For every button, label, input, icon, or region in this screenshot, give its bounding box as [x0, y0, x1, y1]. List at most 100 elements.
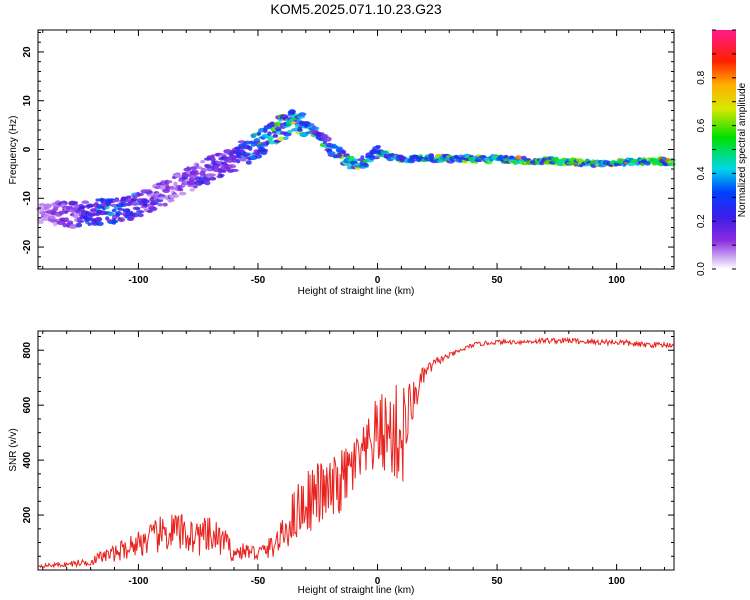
- spectral-amplitude-cell: [346, 163, 352, 167]
- x-tick-label: -50: [251, 275, 266, 286]
- spectral-amplitude-cell: [209, 157, 216, 161]
- spectral-amplitude-cell: [63, 210, 68, 214]
- spectral-amplitude-cell: [177, 184, 182, 189]
- spectral-amplitude-cell: [298, 112, 307, 117]
- spectral-amplitude-cell: [150, 200, 157, 206]
- spectral-amplitude-cell: [137, 210, 145, 214]
- spectral-amplitude-cell: [327, 151, 336, 155]
- colorbar-label: Normalized spectral amplitude: [737, 82, 748, 217]
- spectral-amplitude-cell: [69, 224, 78, 229]
- spectral-amplitude-cell: [221, 169, 227, 173]
- y-tick-label: 200: [22, 506, 33, 523]
- spectrogram-ylabel: Frequency (Hz): [8, 116, 19, 185]
- spectral-amplitude-cell: [126, 195, 132, 199]
- spectral-amplitude-cell: [323, 136, 332, 142]
- spectral-amplitude-cell: [375, 145, 381, 149]
- spectral-amplitude-cell: [218, 173, 225, 177]
- spectral-amplitude-cell: [273, 121, 282, 127]
- spectral-amplitude-cell: [162, 188, 171, 193]
- snr-xlabel: Height of straight line (km): [298, 585, 415, 596]
- y-tick-label: 600: [22, 396, 33, 413]
- x-tick-label: 0: [375, 576, 381, 587]
- y-tick-label: 10: [22, 95, 33, 107]
- spectral-amplitude-cell: [154, 185, 161, 190]
- spectral-amplitude-cell: [287, 129, 293, 134]
- spectral-amplitude-cell: [245, 160, 252, 165]
- spectrogram-heatmap: [36, 109, 676, 229]
- spectral-amplitude-cell: [66, 205, 74, 210]
- spectral-amplitude-cell: [53, 221, 58, 227]
- spectral-amplitude-cell: [146, 193, 156, 197]
- snr-panel: -100 -50 0 50 100 200 400 600 800 Height of stra…: [8, 330, 675, 596]
- spectral-amplitude-cell: [220, 161, 228, 166]
- spectral-amplitude-cell: [277, 136, 285, 142]
- spectral-amplitude-cell: [271, 131, 278, 134]
- spectral-amplitude-cell: [38, 203, 46, 206]
- spectral-amplitude-cell: [72, 201, 79, 205]
- spectral-amplitude-cell: [283, 136, 289, 140]
- spectral-amplitude-cell: [254, 153, 263, 159]
- spectral-amplitude-cell: [236, 155, 243, 159]
- snr-axes: -100 -50 0 50 100 200 400 600 800: [22, 331, 674, 587]
- spectral-amplitude-cell: [338, 151, 346, 155]
- spectral-amplitude-cell: [115, 211, 122, 216]
- spectral-amplitude-cell: [158, 196, 165, 200]
- spectral-amplitude-cell: [268, 140, 275, 145]
- spectral-amplitude-cell: [38, 220, 44, 225]
- spectral-amplitude-cell: [135, 207, 140, 211]
- spectral-amplitude-cell: [162, 202, 168, 207]
- snr-ylabel: SNR (v/v): [8, 428, 19, 471]
- spectral-amplitude-cell: [67, 220, 74, 225]
- spectral-amplitude-cell: [137, 213, 144, 218]
- spectral-amplitude-cell: [207, 173, 217, 177]
- spectral-amplitude-cell: [96, 221, 104, 227]
- spectral-amplitude-cell: [191, 171, 200, 176]
- spectral-amplitude-cell: [514, 155, 523, 160]
- spectrogram-xlabel: Height of straight line (km): [298, 286, 415, 297]
- spectral-amplitude-cell: [244, 140, 251, 145]
- spectral-amplitude-cell: [64, 217, 69, 221]
- colorbar-tick-label: 0.8: [696, 70, 707, 84]
- spectral-amplitude-cell: [77, 219, 85, 223]
- spectral-amplitude-cell: [231, 157, 238, 163]
- spectral-amplitude-cell: [305, 131, 312, 135]
- x-tick-label: -50: [251, 576, 266, 587]
- spectral-amplitude-cell: [316, 132, 322, 137]
- colorbar-tick-label: 0.6: [696, 118, 707, 132]
- spectral-amplitude-cell: [189, 166, 198, 170]
- x-tick-label: -100: [128, 576, 148, 587]
- spectral-amplitude-cell: [308, 123, 315, 127]
- spectral-amplitude-cell: [158, 202, 163, 207]
- y-tick-label: 400: [22, 451, 33, 468]
- y-tick-label: -20: [22, 239, 33, 254]
- figure-title: KOM5.2025.071.10.23.G23: [270, 1, 441, 17]
- spectral-amplitude-cell: [213, 164, 220, 169]
- spectral-amplitude-cell: [259, 148, 269, 153]
- spectral-amplitude-cell: [197, 166, 203, 170]
- spectral-amplitude-cell: [81, 200, 90, 204]
- spectral-amplitude-cell: [239, 157, 247, 162]
- spectral-amplitude-cell: [168, 185, 175, 190]
- spectral-amplitude-cell: [209, 176, 217, 181]
- spectral-amplitude-cell: [291, 109, 296, 114]
- spectral-amplitude-cell: [265, 135, 275, 140]
- spectral-amplitude-cell: [85, 204, 94, 208]
- spectral-amplitude-cell: [230, 168, 239, 172]
- spectral-amplitude-cell: [43, 203, 52, 209]
- y-tick-label: 800: [22, 341, 33, 358]
- spectral-amplitude-cell: [312, 126, 320, 130]
- spectral-amplitude-cell: [179, 191, 187, 196]
- spectral-amplitude-cell: [296, 115, 306, 119]
- spectral-amplitude-cell: [178, 188, 184, 192]
- spectral-amplitude-cell: [256, 131, 262, 136]
- spectrogram-frame: [37, 29, 675, 270]
- spectral-amplitude-cell: [168, 198, 175, 202]
- spectral-amplitude-cell: [113, 219, 119, 223]
- spectral-amplitude-cell: [143, 203, 149, 207]
- spectral-amplitude-cell: [111, 208, 117, 213]
- spectral-amplitude-cell: [243, 153, 251, 157]
- spectral-amplitude-cell: [120, 201, 128, 207]
